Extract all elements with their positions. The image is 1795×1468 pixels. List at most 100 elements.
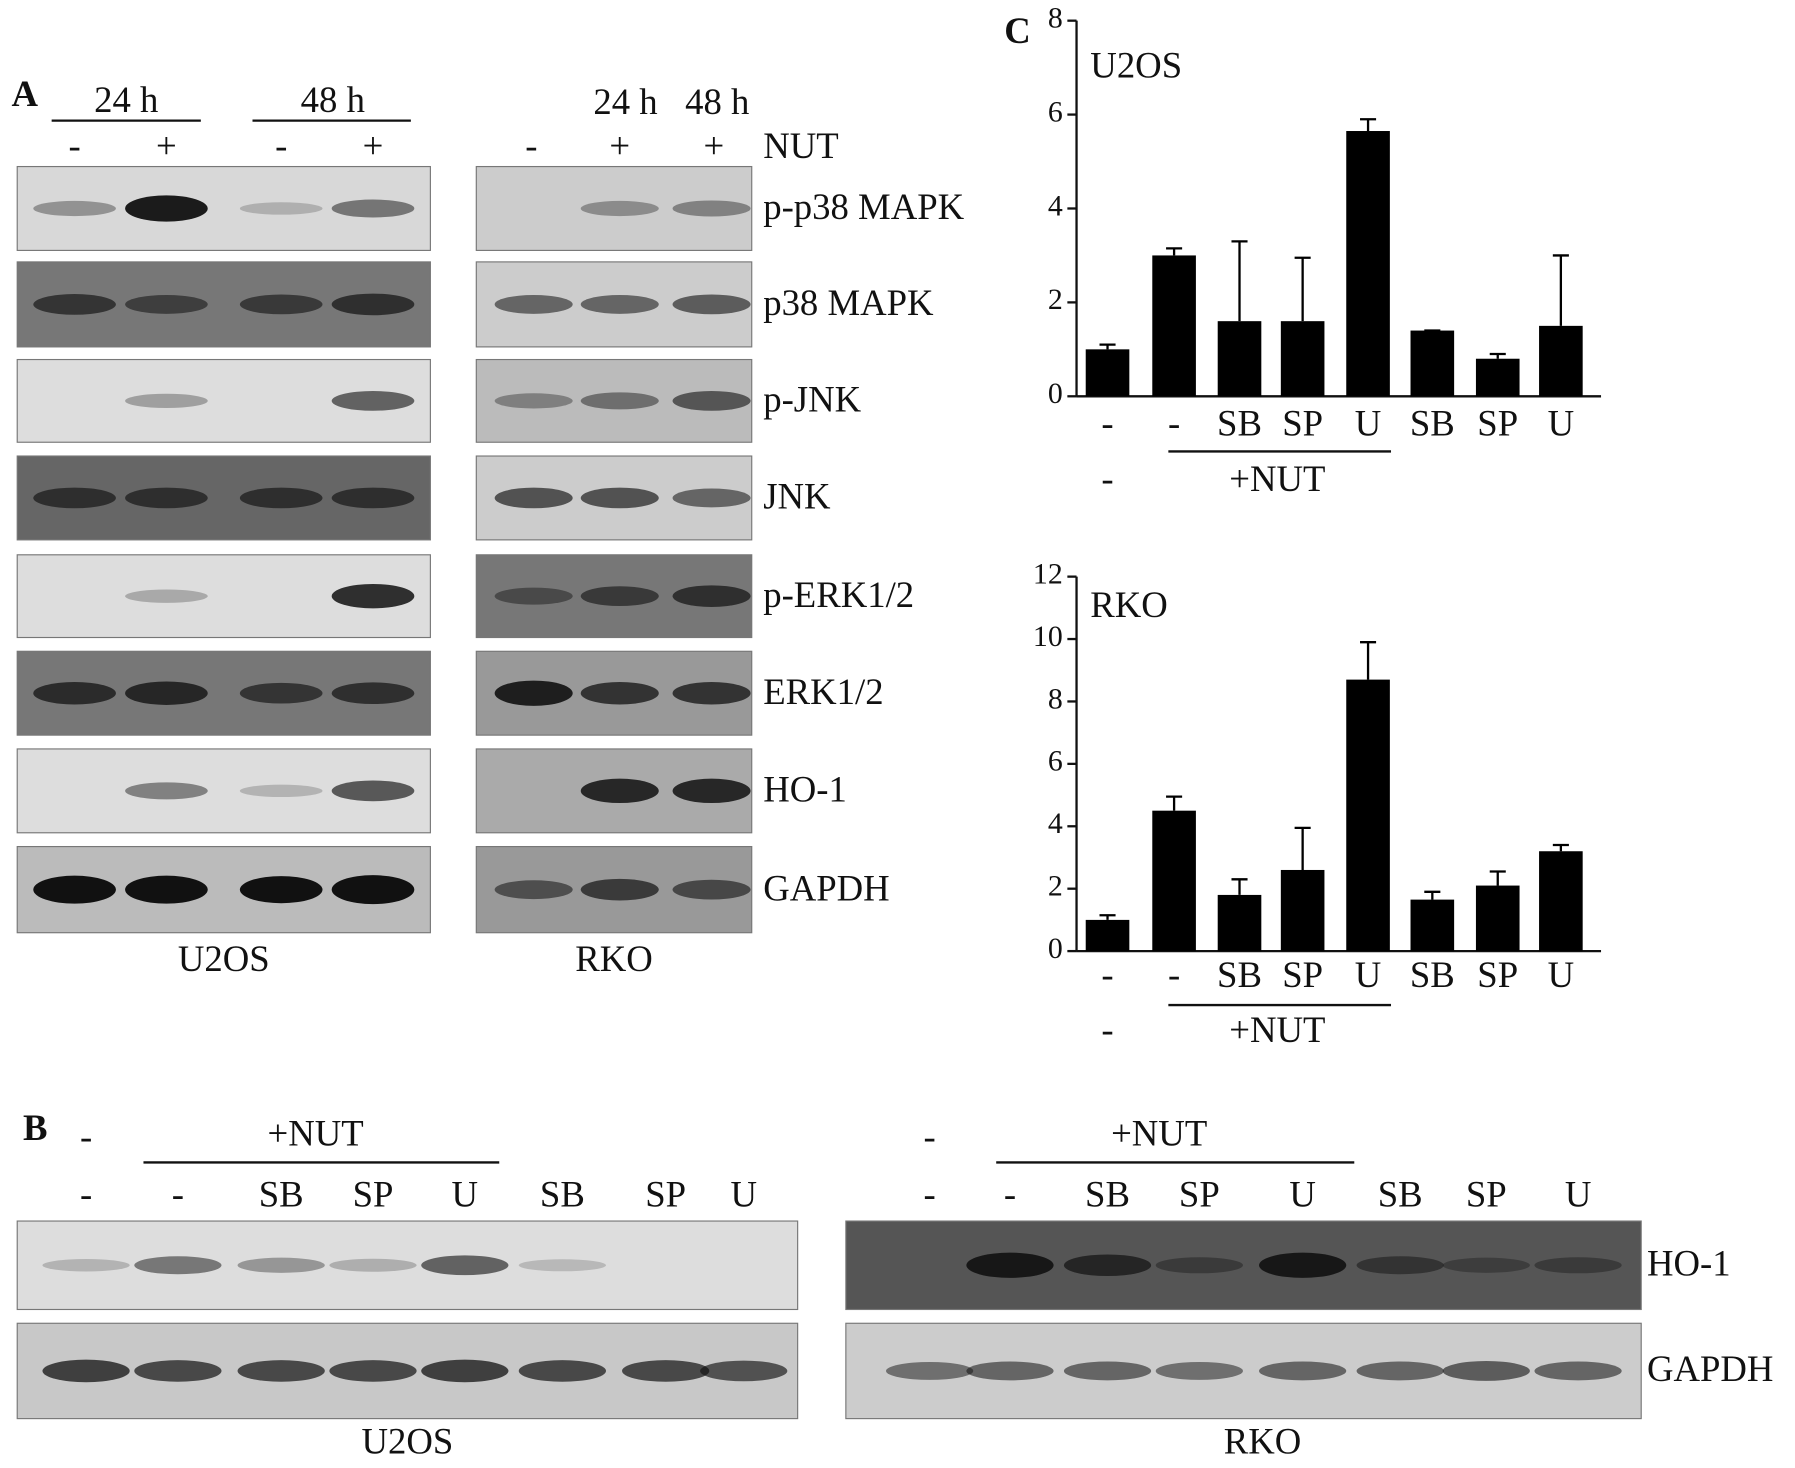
- bar: [1539, 325, 1583, 397]
- band: [1534, 1257, 1622, 1274]
- y-tick-label: 8: [1048, 682, 1063, 715]
- x-tick-label: SP: [1282, 403, 1323, 444]
- label: +: [704, 125, 725, 166]
- band: [580, 392, 659, 410]
- error-bar: [1166, 247, 1183, 256]
- y-tick-label: 4: [1048, 807, 1063, 840]
- label: U2OS: [362, 1420, 454, 1461]
- band: [125, 782, 208, 800]
- label: U: [1565, 1173, 1592, 1214]
- bar: [1152, 810, 1196, 952]
- band: [331, 682, 415, 705]
- band: [237, 1257, 325, 1273]
- band: [494, 880, 573, 900]
- band: [580, 586, 659, 607]
- chart-title: U2OS: [1090, 44, 1182, 85]
- band: [331, 583, 415, 609]
- bar: [1539, 851, 1583, 952]
- bar: [1152, 255, 1196, 397]
- band: [672, 391, 751, 411]
- label: +: [156, 125, 177, 166]
- band: [33, 681, 116, 705]
- label: -: [68, 125, 80, 166]
- band: [42, 1259, 130, 1272]
- band: [886, 1361, 974, 1380]
- x-tick-label: -: [1168, 403, 1180, 444]
- label: -: [924, 1116, 936, 1157]
- blot: [475, 165, 753, 251]
- band: [125, 487, 208, 509]
- y-tick-label: 4: [1048, 189, 1063, 222]
- label: GAPDH: [1647, 1348, 1773, 1389]
- error-bar: [1294, 826, 1311, 870]
- bar: [1475, 358, 1520, 397]
- error-bar: [1489, 352, 1506, 359]
- band: [700, 1360, 788, 1382]
- label: +: [609, 125, 630, 166]
- band: [580, 681, 659, 705]
- label: SB: [259, 1173, 304, 1214]
- bar: [1346, 131, 1390, 397]
- label: SP: [353, 1173, 394, 1214]
- x-tick-label: -: [1168, 954, 1180, 995]
- band: [329, 1258, 417, 1272]
- label: -: [80, 1116, 92, 1157]
- bar: [1217, 894, 1262, 952]
- x-tick-label: U: [1355, 403, 1382, 444]
- label: 24 h: [593, 81, 657, 122]
- x-tick-label: SB: [1217, 403, 1262, 444]
- x-tick-label: SP: [1477, 403, 1518, 444]
- band: [125, 875, 208, 904]
- label: -: [924, 1173, 936, 1214]
- band: [672, 294, 751, 315]
- x-tick-label: U: [1548, 954, 1575, 995]
- error-bar: [1099, 343, 1116, 350]
- band: [494, 393, 573, 409]
- error-bar: [1424, 890, 1441, 900]
- label: B: [23, 1107, 48, 1148]
- error-bar: [1099, 914, 1116, 920]
- sublabel: +NUT: [1229, 1009, 1325, 1050]
- band: [1356, 1256, 1444, 1275]
- label: 24 h: [94, 79, 158, 120]
- band: [580, 778, 659, 804]
- sublabel: +NUT: [1229, 458, 1325, 499]
- label: p-JNK: [763, 379, 861, 420]
- label: SP: [645, 1173, 686, 1214]
- band: [1155, 1361, 1243, 1380]
- bar: [1475, 885, 1520, 952]
- band: [421, 1255, 509, 1276]
- sublabel: -: [1101, 458, 1113, 499]
- bar: [1410, 330, 1455, 397]
- label: p-ERK1/2: [763, 574, 914, 615]
- band: [966, 1361, 1054, 1381]
- band: [580, 487, 659, 509]
- band: [494, 487, 573, 509]
- y-tick-label: 6: [1048, 95, 1063, 128]
- band: [672, 585, 751, 607]
- label: -: [172, 1173, 184, 1214]
- bar: [1280, 321, 1325, 397]
- bar: [1085, 919, 1130, 952]
- label: JNK: [763, 476, 831, 517]
- band: [125, 393, 208, 409]
- label: 48 h: [301, 79, 365, 120]
- band: [331, 199, 415, 218]
- band: [134, 1256, 222, 1275]
- x-tick-label: SP: [1477, 954, 1518, 995]
- band: [580, 200, 659, 217]
- error-bar: [1166, 795, 1183, 811]
- label: NUT: [763, 125, 838, 166]
- bar: [1280, 869, 1325, 952]
- band: [966, 1252, 1054, 1278]
- band: [518, 1360, 606, 1382]
- label: p-p38 MAPK: [763, 186, 964, 227]
- label: SB: [540, 1173, 585, 1214]
- band: [239, 682, 323, 704]
- y-tick-label: 6: [1048, 745, 1063, 778]
- label: ERK1/2: [763, 671, 883, 712]
- label: GAPDH: [763, 867, 889, 908]
- label: SP: [1179, 1173, 1220, 1214]
- band: [331, 780, 415, 802]
